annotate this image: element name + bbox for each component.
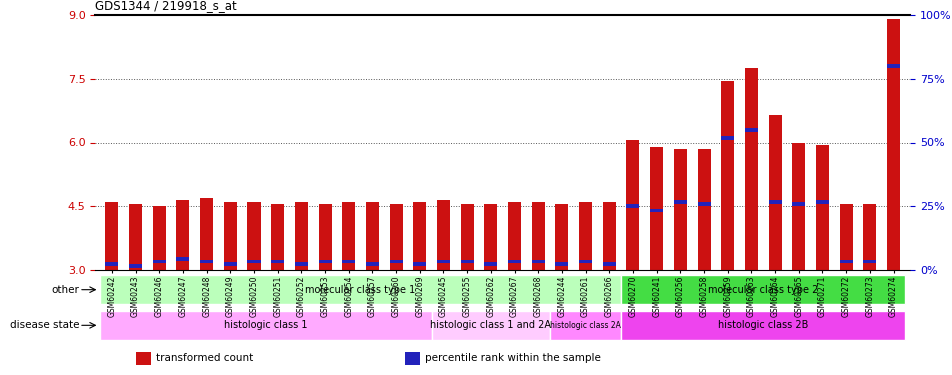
Text: molecular class type 2: molecular class type 2: [707, 285, 818, 295]
Bar: [839, 260, 852, 263]
Bar: [224, 202, 237, 270]
Bar: [697, 202, 710, 206]
Bar: [603, 262, 615, 266]
Text: histologic class 2B: histologic class 2B: [717, 320, 807, 330]
Bar: [484, 262, 497, 266]
Bar: [579, 202, 591, 270]
Bar: [744, 128, 757, 132]
Text: molecular class type 1: molecular class type 1: [306, 285, 415, 295]
Bar: [460, 204, 473, 270]
Bar: [437, 260, 449, 263]
Bar: [555, 204, 567, 270]
Text: histologic class 1 and 2A: histologic class 1 and 2A: [430, 320, 551, 330]
Text: GDS1344 / 219918_s_at: GDS1344 / 219918_s_at: [95, 0, 237, 12]
Bar: [106, 262, 118, 266]
FancyBboxPatch shape: [100, 275, 621, 304]
Bar: [649, 147, 663, 270]
Bar: [484, 204, 497, 270]
Bar: [673, 149, 686, 270]
Bar: [294, 202, 307, 270]
Bar: [555, 262, 567, 266]
Bar: [389, 260, 402, 263]
Text: histologic class 1: histologic class 1: [224, 320, 307, 330]
Bar: [815, 200, 828, 204]
Bar: [886, 64, 899, 68]
Bar: [318, 204, 331, 270]
FancyBboxPatch shape: [621, 275, 904, 304]
Bar: [767, 200, 781, 204]
Bar: [863, 204, 876, 270]
FancyBboxPatch shape: [621, 311, 904, 340]
FancyBboxPatch shape: [100, 311, 431, 340]
Bar: [176, 200, 189, 270]
Bar: [863, 260, 876, 263]
FancyBboxPatch shape: [431, 311, 549, 340]
Bar: [248, 202, 260, 270]
Bar: [791, 202, 804, 206]
Bar: [129, 264, 142, 268]
Bar: [791, 142, 804, 270]
Bar: [271, 260, 284, 263]
Bar: [318, 260, 331, 263]
Bar: [389, 204, 402, 270]
Bar: [437, 200, 449, 270]
Text: disease state: disease state: [10, 320, 79, 330]
Bar: [248, 260, 260, 263]
Bar: [531, 202, 545, 270]
Bar: [815, 145, 828, 270]
Bar: [405, 352, 419, 364]
Bar: [200, 260, 213, 263]
Bar: [271, 204, 284, 270]
Bar: [531, 260, 545, 263]
Text: histologic class 2A: histologic class 2A: [549, 321, 621, 330]
Bar: [886, 19, 899, 270]
Bar: [507, 202, 521, 270]
Text: percentile rank within the sample: percentile rank within the sample: [425, 353, 601, 363]
Bar: [152, 206, 166, 270]
Bar: [152, 260, 166, 263]
Bar: [839, 204, 852, 270]
Bar: [136, 352, 150, 364]
Bar: [649, 209, 663, 212]
Bar: [413, 262, 426, 266]
Bar: [767, 115, 781, 270]
Bar: [200, 198, 213, 270]
Bar: [106, 202, 118, 270]
Bar: [224, 262, 237, 266]
Text: transformed count: transformed count: [156, 353, 253, 363]
Bar: [603, 202, 615, 270]
Bar: [721, 81, 733, 270]
Bar: [625, 140, 639, 270]
FancyBboxPatch shape: [549, 311, 621, 340]
Bar: [294, 262, 307, 266]
Bar: [673, 200, 686, 204]
Bar: [625, 204, 639, 208]
Bar: [366, 202, 379, 270]
Bar: [413, 202, 426, 270]
Bar: [342, 260, 355, 263]
Bar: [129, 204, 142, 270]
Text: other: other: [51, 285, 79, 295]
Bar: [579, 260, 591, 263]
Bar: [366, 262, 379, 266]
Bar: [342, 202, 355, 270]
Bar: [507, 260, 521, 263]
Bar: [721, 136, 733, 140]
Bar: [460, 260, 473, 263]
Bar: [176, 258, 189, 261]
Bar: [744, 68, 757, 270]
Bar: [697, 149, 710, 270]
